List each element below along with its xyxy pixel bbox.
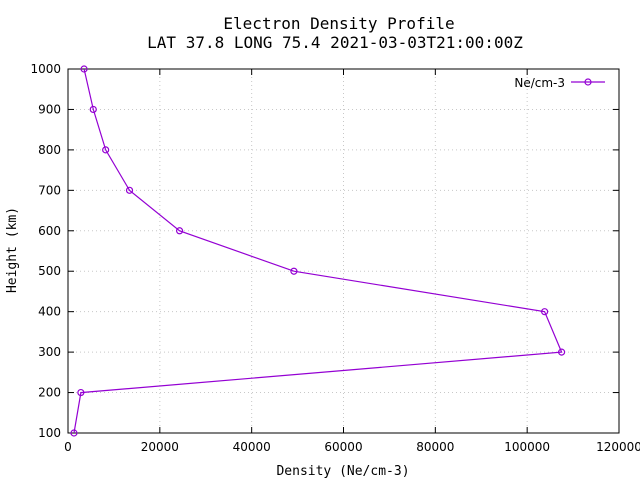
data-point [558, 348, 566, 356]
chart-subtitle: LAT 37.8 LONG 75.4 2021-03-03T21:00:00Z [147, 33, 523, 52]
y-tick-label: 500 [38, 264, 61, 278]
grid [68, 69, 619, 433]
plot-frame [67, 68, 620, 434]
data-point [102, 146, 110, 154]
y-tick-label: 400 [38, 305, 61, 319]
series-line [73, 68, 563, 434]
y-tick-label: 800 [38, 143, 61, 157]
x-tick-label: 20000 [141, 440, 179, 454]
y-tick-label: 700 [38, 183, 61, 197]
y-tick-label: 1000 [30, 62, 61, 76]
chart-title: Electron Density Profile [223, 14, 454, 33]
data-point [125, 186, 134, 194]
data-point [77, 388, 85, 397]
data-point [70, 429, 78, 437]
data-point [175, 227, 184, 235]
legend-marker-sample [584, 78, 592, 86]
data-point [290, 267, 298, 275]
data-point [80, 65, 88, 73]
x-tick-label: 80000 [416, 440, 454, 454]
y-tick-label: 200 [38, 386, 61, 400]
data-point [541, 308, 549, 316]
data-point [89, 105, 97, 114]
y-axis-label: Height (km) [5, 207, 20, 293]
x-tick-label: 100000 [504, 440, 550, 454]
series-group [70, 65, 566, 437]
y-tick-label: 100 [38, 426, 61, 440]
x-axis-label: Density (Ne/cm-3) [276, 464, 409, 479]
axis-ticks: 0 20000 40000 60000 80000 100000 120000 100 200 3… [30, 62, 640, 454]
y-tick-label: 600 [38, 224, 61, 238]
y-tick-label: 900 [38, 102, 61, 116]
legend-entry-label: Ne/cm-3 [514, 76, 565, 90]
x-tick-label: 60000 [324, 440, 362, 454]
x-tick-label: 0 [64, 440, 72, 454]
legend: Ne/cm-3 [514, 76, 605, 90]
x-tick-label: 40000 [233, 440, 271, 454]
x-tick-label: 120000 [596, 440, 640, 454]
y-tick-label: 300 [38, 345, 61, 359]
